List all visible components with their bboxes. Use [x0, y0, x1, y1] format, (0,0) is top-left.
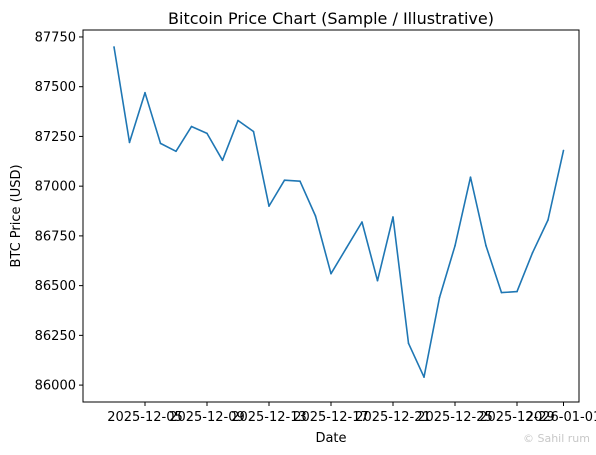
x-tick-label: 2025-12-13 [231, 410, 307, 425]
y-tick-label: 86500 [35, 279, 76, 294]
plot-area: 2025-12-052025-12-092025-12-132025-12-17… [35, 29, 596, 425]
price-point [252, 130, 255, 133]
price-point [438, 296, 441, 299]
y-tick-label: 86750 [35, 229, 76, 244]
price-point [345, 247, 348, 249]
x-tick-label: 2025-12-05 [107, 410, 183, 425]
y-axis: 86000 86250 86500 86750 87000 87250 87500 87750 [35, 30, 83, 394]
price-point [113, 46, 115, 48]
price-point [299, 180, 301, 182]
x-axis: 2025-12-052025-12-092025-12-132025-12-17… [107, 402, 596, 425]
y-tick-label: 86000 [35, 379, 76, 394]
watermark: © Sahil rum [523, 432, 590, 445]
price-point [361, 221, 363, 223]
price-point [128, 141, 131, 144]
y-axis-label: BTC Price (USD) [9, 164, 24, 267]
price-point [423, 376, 425, 378]
price-point [531, 252, 534, 254]
y-tick-label: 87000 [35, 180, 76, 195]
price-point [206, 132, 208, 135]
price-point [376, 279, 379, 282]
price-point [485, 245, 487, 247]
x-axis-label: Date [315, 431, 346, 446]
x-tick-label: 2025-12-17 [293, 410, 369, 425]
price-point [144, 91, 146, 94]
price-points [113, 46, 565, 378]
price-point [237, 119, 239, 122]
price-point [454, 245, 456, 247]
price-point [221, 159, 224, 162]
price-point [283, 179, 286, 181]
plot-frame [82, 29, 580, 403]
price-point [547, 219, 549, 221]
price-point [159, 142, 162, 145]
price-point [500, 291, 503, 294]
price-point [392, 216, 394, 218]
x-tick-label: 2025-12-29 [479, 410, 555, 425]
x-tick-label: 2025-12-25 [417, 410, 493, 425]
x-tick-label: 2025-12-09 [169, 410, 245, 425]
price-point [175, 150, 177, 153]
price-point [314, 215, 317, 217]
price-point [516, 290, 518, 293]
price-point [469, 176, 472, 178]
price-point [562, 149, 565, 152]
y-tick-label: 87750 [35, 30, 76, 45]
x-tick-label: 2026-01-01 [526, 410, 596, 425]
price-point [407, 342, 410, 345]
price-point [330, 272, 332, 275]
price-point [190, 125, 193, 128]
price-series-line [113, 46, 565, 378]
x-tick-label: 2025-12-21 [355, 410, 431, 425]
y-tick-label: 86250 [35, 329, 76, 344]
y-tick-label: 87500 [35, 80, 76, 95]
chart-title: Bitcoin Price Chart (Sample / Illustrati… [168, 9, 494, 28]
price-point [268, 205, 270, 207]
y-tick-label: 87250 [35, 130, 76, 145]
